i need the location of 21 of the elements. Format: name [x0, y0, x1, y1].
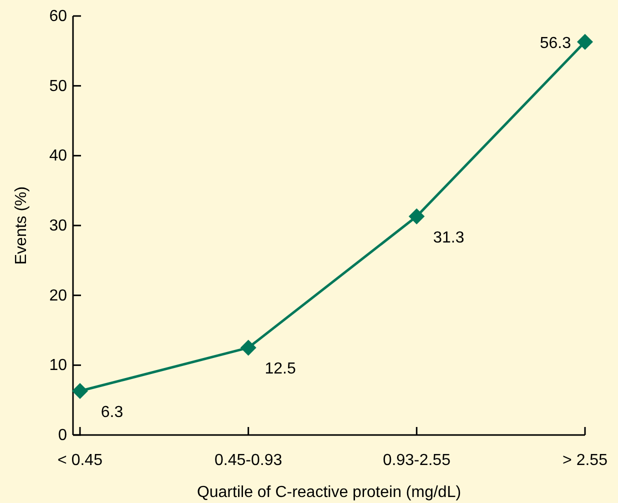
x-tick-label: 0.45-0.93 [214, 452, 282, 469]
y-axis-title: Events (%) [13, 186, 30, 265]
point [577, 34, 593, 50]
point [72, 383, 88, 400]
y-tick-label: 10 [49, 357, 68, 374]
y-tick-label: 30 [49, 218, 68, 234]
y-tick-label: 60 [49, 8, 68, 25]
x-axis-title: Quartile of C-reactive protein (mg/dL) [196, 484, 462, 501]
y-tick-label: 40 [49, 148, 68, 165]
x-tick-label: > 2.55 [562, 452, 608, 469]
point [240, 340, 256, 356]
data-label: 12.5 [264, 360, 296, 378]
y-tick-label: 20 [49, 287, 68, 304]
data-label: 6.3 [100, 404, 124, 422]
y-tick-label: 0 [58, 427, 68, 444]
point [408, 208, 425, 224]
y-tick-label: 50 [49, 78, 68, 95]
x-tick-label: < 0.45 [58, 452, 103, 469]
data-label: 31.3 [433, 229, 464, 246]
data-label: 56.3 [540, 34, 572, 52]
x-tick-label: 0.93-2.55 [382, 452, 451, 469]
